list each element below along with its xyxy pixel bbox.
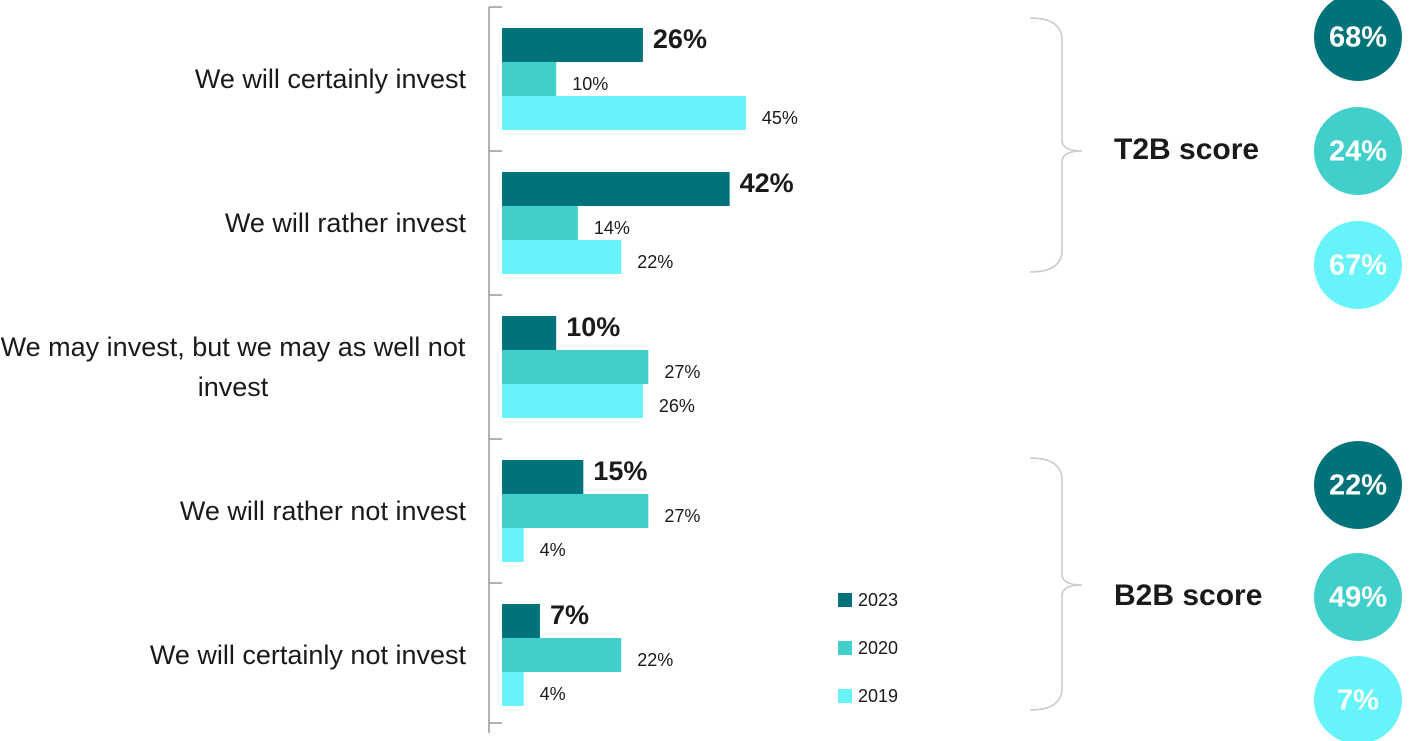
bar bbox=[502, 172, 730, 206]
score-value: 7% bbox=[1337, 685, 1379, 717]
score-value: 24% bbox=[1329, 136, 1387, 168]
bar bbox=[502, 460, 584, 494]
score-value: 67% bbox=[1329, 250, 1387, 282]
score-circle bbox=[1314, 441, 1402, 529]
value-label: 45% bbox=[762, 108, 798, 128]
category-label: We will certainly not invest bbox=[149, 640, 466, 670]
score-circle bbox=[1314, 656, 1402, 741]
category-label-box: We will certainly invest bbox=[0, 7, 466, 151]
category-label: We will rather not invest bbox=[179, 496, 466, 526]
bar bbox=[502, 350, 649, 384]
bar bbox=[502, 206, 578, 240]
bar bbox=[502, 240, 622, 274]
category-label: We may invest, but we may as well not in… bbox=[0, 332, 466, 402]
score-circle bbox=[1314, 553, 1402, 641]
value-label: 42% bbox=[740, 168, 794, 198]
bar bbox=[502, 604, 540, 638]
legend-label: 2023 bbox=[858, 590, 898, 610]
value-label: 4% bbox=[540, 540, 566, 560]
legend-label: 2020 bbox=[858, 638, 898, 658]
bar bbox=[502, 638, 622, 672]
category-label-box: We will certainly not invest bbox=[0, 583, 466, 727]
value-label: 22% bbox=[637, 252, 673, 272]
legend-label: 2019 bbox=[858, 686, 898, 706]
legend-swatch bbox=[838, 689, 852, 703]
value-label: 14% bbox=[594, 218, 630, 238]
score-label: B2B score bbox=[1114, 579, 1262, 612]
t2b-bracket bbox=[1029, 17, 1083, 273]
value-label: 27% bbox=[664, 506, 700, 526]
category-label: We will rather invest bbox=[224, 208, 466, 238]
bar bbox=[502, 62, 557, 96]
value-label: 15% bbox=[593, 456, 647, 486]
score-circle bbox=[1314, 221, 1402, 309]
category-label-box: We will rather not invest bbox=[0, 439, 466, 583]
value-label: 26% bbox=[659, 396, 695, 416]
bar bbox=[502, 28, 643, 62]
score-circle bbox=[1314, 107, 1402, 195]
score-value: 22% bbox=[1329, 470, 1387, 502]
bar bbox=[502, 672, 524, 706]
category-label-box: We may invest, but we may as well not in… bbox=[0, 295, 466, 439]
bar bbox=[502, 384, 643, 418]
bar bbox=[502, 528, 524, 562]
value-label: 22% bbox=[637, 650, 673, 670]
bar bbox=[502, 316, 557, 350]
value-label: 27% bbox=[664, 362, 700, 382]
bar bbox=[502, 494, 649, 528]
b2b-bracket bbox=[1029, 457, 1083, 711]
category-label-box: We will rather invest bbox=[0, 151, 466, 295]
score-value: 68% bbox=[1329, 22, 1387, 54]
legend-swatch bbox=[838, 641, 852, 655]
score-label: T2B score bbox=[1114, 133, 1259, 166]
category-label: We will certainly invest bbox=[194, 64, 466, 94]
value-label: 4% bbox=[540, 684, 566, 704]
value-label: 10% bbox=[566, 312, 620, 342]
value-label: 26% bbox=[653, 24, 707, 54]
value-label: 10% bbox=[572, 74, 608, 94]
score-circle bbox=[1314, 0, 1402, 81]
value-label: 7% bbox=[550, 600, 589, 630]
legend-swatch bbox=[838, 593, 852, 607]
bar bbox=[502, 96, 746, 130]
score-value: 49% bbox=[1329, 582, 1387, 614]
